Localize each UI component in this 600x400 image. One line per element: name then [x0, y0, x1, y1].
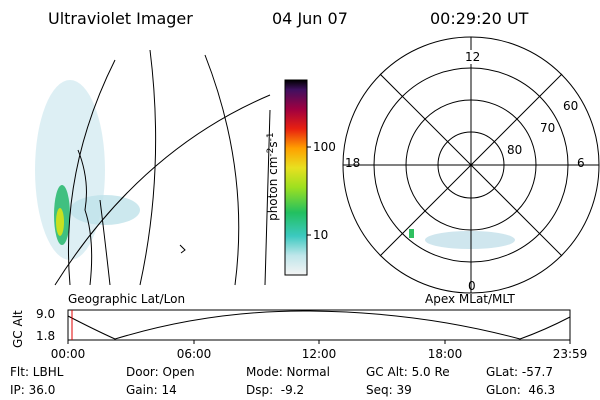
map-label: Geographic Lat/Lon [68, 292, 185, 306]
status-field: GLat: -57.7 [486, 365, 553, 379]
time-label: 00:00 [51, 347, 86, 361]
alt-panel [67, 309, 571, 341]
polar-label: Apex MLat/MLT [425, 292, 515, 306]
mlat-label: 80 [507, 143, 522, 157]
status-field: Dsp: -9.2 [246, 383, 304, 397]
mlt-label: 12 [465, 50, 480, 64]
time-label: 18:00 [428, 347, 463, 361]
date: 04 Jun 07 [272, 9, 348, 28]
mlat-label: 60 [563, 99, 578, 113]
colorbar [284, 79, 308, 276]
alt-tick: 1.8 [36, 329, 55, 343]
status-field: IP: 36.0 [10, 383, 55, 397]
unit: s [266, 141, 280, 147]
mlt-label: 6 [577, 156, 585, 170]
status-field: GC Alt: 5.0 Re [366, 365, 450, 379]
status-field: Gain: 14 [126, 383, 177, 397]
title: Ultraviolet Imager [48, 9, 193, 28]
alt-label: GC Alt [11, 310, 25, 348]
status-field: Mode: Normal [246, 365, 330, 379]
alt-curve [67, 310, 571, 340]
mlt-label: 0 [468, 279, 476, 293]
polar-plot [342, 36, 600, 294]
time-label: 23:59 [553, 347, 588, 361]
mlat-label: 70 [540, 121, 555, 135]
exp: -1 [266, 132, 276, 141]
alt-tick: 9.0 [36, 307, 55, 321]
label-bg [464, 50, 482, 64]
time: 00:29:20 UT [430, 9, 529, 28]
time-label: 06:00 [177, 347, 212, 361]
unit: photon cm [266, 157, 280, 221]
colorbar-tick-label: 10 [313, 228, 328, 242]
status-field: Door: Open [126, 365, 195, 379]
status-field: GLon: 46.3 [486, 383, 555, 397]
geo-map [35, 49, 271, 286]
status-field: Flt: LBHL [10, 365, 64, 379]
mlt-label: 18 [345, 156, 360, 170]
exp: -2 [266, 148, 276, 157]
time-label: 12:00 [302, 347, 337, 361]
colorbar-tick-label: 100 [313, 140, 336, 154]
status-field: Seq: 39 [366, 383, 412, 397]
colorbar-label: photon cm-2s-1 [262, 121, 280, 240]
